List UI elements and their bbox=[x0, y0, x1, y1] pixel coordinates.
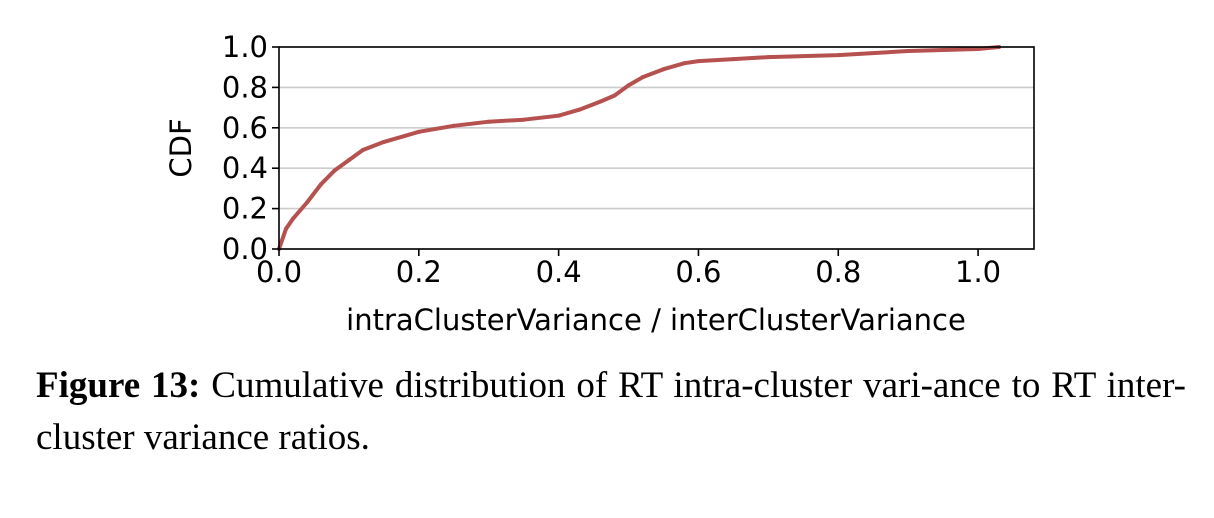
figure-caption-text: Cumulative distribution of RT intra-clus… bbox=[36, 365, 1186, 458]
cdf-point-0-22 bbox=[696, 59, 701, 64]
cdf-point-0-14 bbox=[556, 113, 561, 118]
cdf-point-0-21 bbox=[682, 61, 687, 66]
plot-frame bbox=[278, 46, 1035, 250]
cdf-point-0-24 bbox=[766, 55, 771, 60]
cdf-point-0-15 bbox=[577, 107, 582, 112]
cdf-point-0-8 bbox=[381, 139, 386, 144]
cdf-point-0-25 bbox=[836, 53, 841, 58]
cdf-point-0-3 bbox=[304, 200, 309, 205]
gridlines bbox=[279, 46, 1034, 250]
cdf-series-line-0 bbox=[277, 45, 1001, 251]
x-tick-label-1: 0.2 bbox=[396, 255, 442, 289]
figure-caption: Figure 13: Cumulative distribution of RT… bbox=[36, 360, 1186, 464]
x-tick-label-2: 0.4 bbox=[536, 255, 582, 289]
cdf-point-0-2 bbox=[290, 216, 295, 221]
x-tick-label-4: 0.8 bbox=[815, 255, 861, 289]
cdf-point-0-23 bbox=[731, 57, 736, 62]
cdf-point-0-16 bbox=[598, 99, 603, 104]
cdf-point-0-12 bbox=[486, 119, 491, 124]
y-tick-label-0: 0.0 bbox=[222, 232, 268, 266]
cdf-point-0-10 bbox=[416, 129, 421, 134]
cdf-point-0-20 bbox=[661, 67, 666, 72]
cdf-point-0-5 bbox=[332, 168, 337, 173]
series-layer bbox=[277, 45, 1002, 251]
cdf-point-0-18 bbox=[626, 83, 631, 88]
cdf-point-0-26 bbox=[906, 49, 911, 54]
cdf-point-0-6 bbox=[346, 158, 351, 163]
cdf-point-0-9 bbox=[402, 133, 407, 138]
cdf-point-0-17 bbox=[612, 93, 617, 98]
cdf-point-0-27 bbox=[976, 47, 981, 52]
cdf-point-0-4 bbox=[318, 182, 323, 187]
x-tick-label-5: 1.0 bbox=[955, 255, 1001, 289]
y-tick-label-1: 0.2 bbox=[222, 192, 268, 226]
cdf-point-0-1 bbox=[283, 226, 288, 231]
x-tick-label-0: 0.0 bbox=[256, 255, 302, 289]
figure-caption-label: Figure 13: bbox=[36, 365, 201, 406]
x-tick-label-3: 0.6 bbox=[675, 255, 721, 289]
y-tick-label-3: 0.6 bbox=[222, 111, 268, 145]
cdf-point-0-7 bbox=[360, 148, 365, 153]
cdf-point-0-19 bbox=[640, 75, 645, 80]
cdf-chart: 0.0 0.2 0.4 0.6 0.8 1.0 0.0 0.2 0.4 0.6 0.8 1.0 int… bbox=[164, 30, 1035, 337]
y-axis-label: CDF bbox=[164, 118, 198, 177]
y-tick-label-4: 0.8 bbox=[222, 70, 268, 104]
y-tick-label-5: 1.0 bbox=[222, 30, 268, 64]
cdf-point-0-13 bbox=[521, 117, 526, 122]
cdf-point-0-11 bbox=[451, 123, 456, 128]
y-tick-label-2: 0.4 bbox=[222, 151, 268, 185]
ticks: 0.0 0.2 0.4 0.6 0.8 1.0 0.0 0.2 0.4 0.6 0.8 1.0 bbox=[222, 30, 1001, 289]
x-axis-label: intraClusterVariance / interClusterVaria… bbox=[346, 303, 966, 337]
